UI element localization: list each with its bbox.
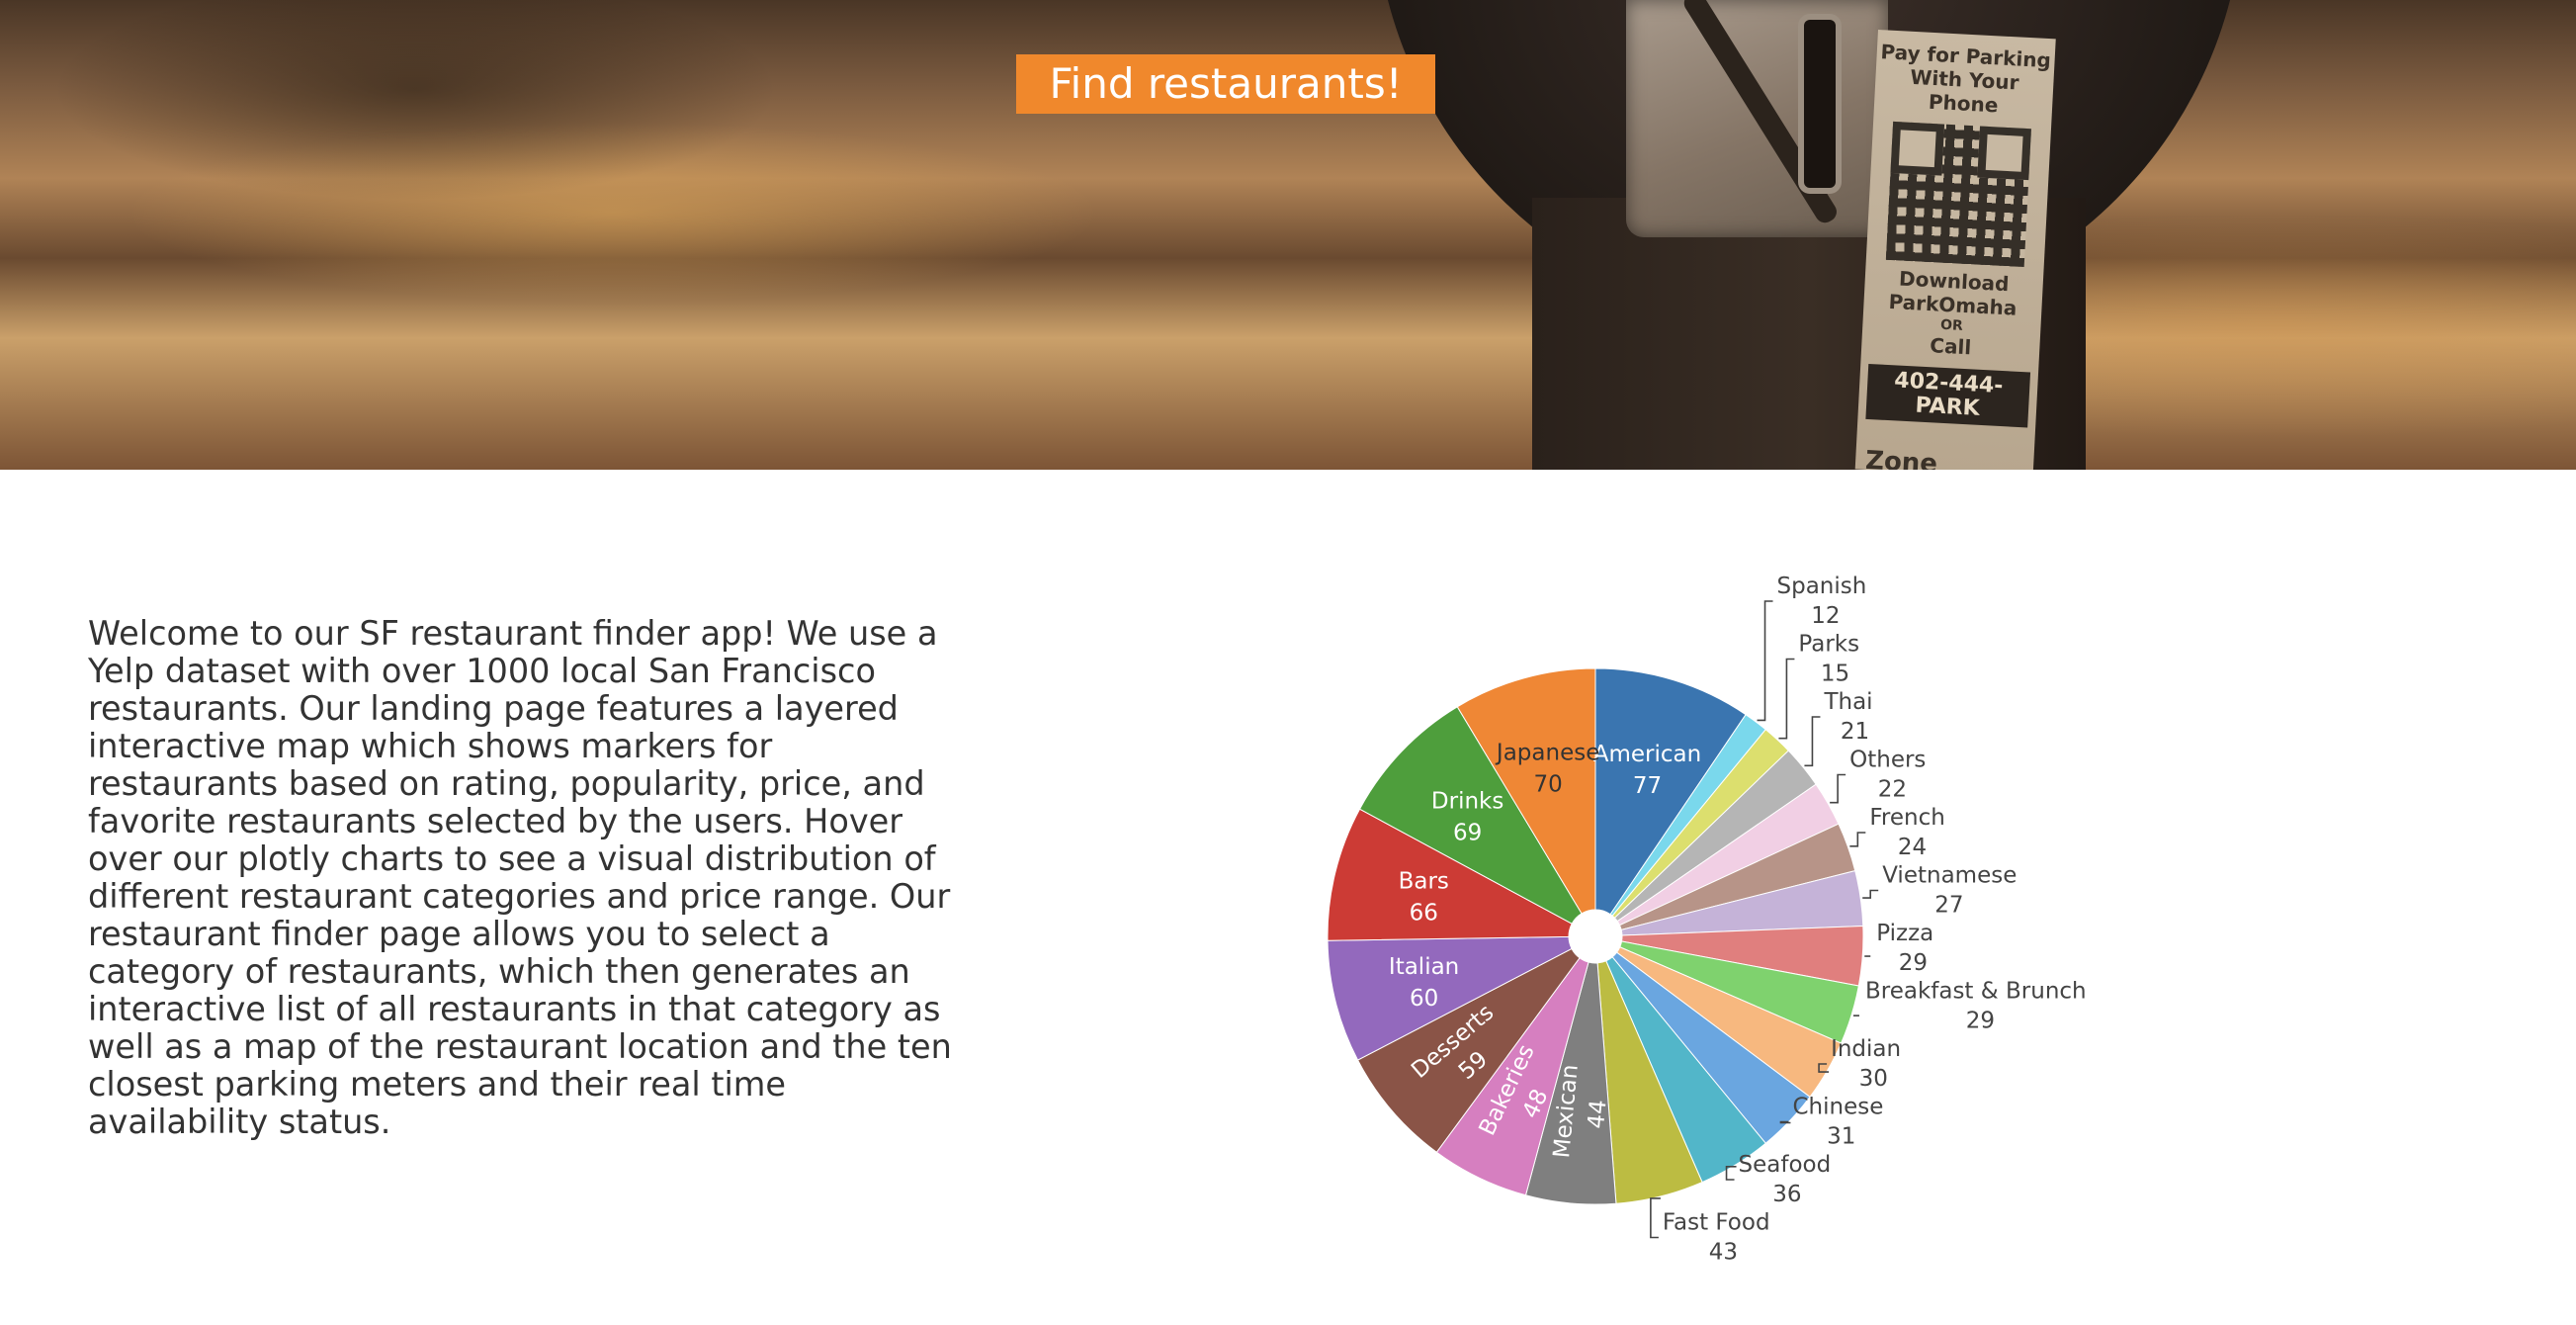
leader-line-parks xyxy=(1778,658,1795,740)
pie-slice-drinks[interactable] xyxy=(1358,706,1583,925)
slice-label-spanish: Spanish 12 xyxy=(1777,574,1867,629)
slice-label-american: American 77 xyxy=(1593,742,1701,799)
slice-label-chinese: Chinese 31 xyxy=(1792,1095,1883,1150)
slice-label-fast-food: Fast Food 43 xyxy=(1663,1210,1770,1266)
category-pie-chart: American 77Mexican44Bakeries48Desserts59I… xyxy=(1327,574,2087,1266)
leader-line-thai xyxy=(1804,716,1821,767)
slice-label-japanese: Japanese 70 xyxy=(1495,741,1599,798)
slice-label-thai: Thai 21 xyxy=(1823,689,1872,745)
leader-line-seafood xyxy=(1725,1166,1737,1181)
slice-label-vietnamese: Vietnamese 27 xyxy=(1882,863,2017,919)
pie-slice-bars[interactable] xyxy=(1327,808,1573,941)
sticker-phone: 402-444-PARK xyxy=(1865,363,2031,428)
pie-slice-american[interactable] xyxy=(1594,667,1747,916)
slice-label-italian: Italian 60 xyxy=(1389,954,1459,1012)
slice-label-others: Others 22 xyxy=(1849,748,1926,803)
slice-label-bars: Bars 66 xyxy=(1399,869,1449,927)
leader-line-spanish xyxy=(1757,600,1773,722)
slice-label-indian: Indian 30 xyxy=(1831,1036,1901,1092)
pie-slice-desserts[interactable] xyxy=(1356,947,1581,1153)
slice-label-pizza: Pizza 29 xyxy=(1876,921,1933,976)
qr-code-icon xyxy=(1885,121,2031,268)
leader-line-others xyxy=(1830,773,1846,804)
slice-label-parks: Parks 15 xyxy=(1798,632,1859,687)
slice-label-french: French 24 xyxy=(1869,805,1944,860)
pie-slice-japanese[interactable] xyxy=(1456,667,1596,915)
coin-slot xyxy=(1804,20,1836,188)
sticker-zone: Zone115 xyxy=(1853,445,2033,470)
leader-line-fast-food xyxy=(1650,1197,1661,1239)
slice-label-breakfast-brunch: Breakfast & Brunch 29 xyxy=(1865,979,2087,1034)
zone-label: Zone xyxy=(1864,445,1938,470)
leader-line-chinese xyxy=(1779,1120,1791,1124)
find-restaurants-button[interactable]: Find restaurants! xyxy=(1016,54,1435,114)
sticker-line: With Your Phone xyxy=(1909,64,2020,118)
slice-label-seafood: Seafood 36 xyxy=(1739,1152,1832,1207)
meter-sticker: Pay for Parking With Your Phone Download… xyxy=(1853,30,2056,470)
pie-slice-italian[interactable] xyxy=(1327,935,1573,1061)
leader-line-vietnamese xyxy=(1862,889,1879,899)
intro-paragraph: Welcome to our SF restaurant finder app!… xyxy=(88,614,952,1141)
leader-line-indian xyxy=(1818,1063,1830,1073)
slice-label-drinks: Drinks 69 xyxy=(1431,788,1503,845)
hero-banner: Pay for Parking With Your Phone Download… xyxy=(0,0,2576,470)
leader-line-french xyxy=(1849,832,1866,847)
